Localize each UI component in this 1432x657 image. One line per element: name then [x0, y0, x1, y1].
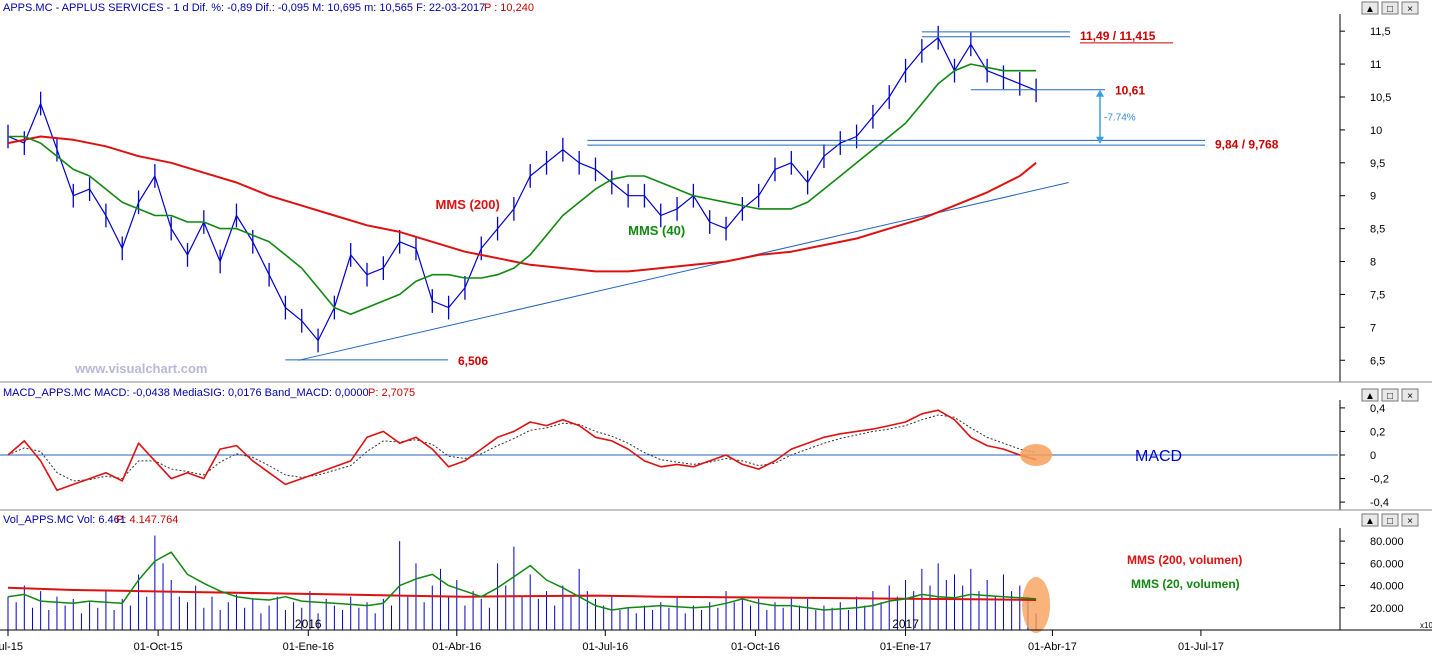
y-tick-label: 60.000: [1370, 558, 1404, 570]
macd-panel: -0,4 -0,2 0 0,2 0,4 MACD MACD_APPS.MC MACD: …: [0, 387, 1432, 511]
y-tick-label: 0,2: [1370, 426, 1385, 438]
volume-y-ticks: 20.000 40.000 60.000 80.000 x10: [1340, 536, 1432, 630]
level-label: 11,49 / 11,415: [1080, 29, 1156, 43]
macd-highlight: [1020, 444, 1053, 466]
range-arrow-head: [1096, 136, 1104, 144]
x-tick-label: 01-Ene-16: [283, 641, 334, 652]
volume-legend-200: MMS (200, volumen): [1127, 553, 1242, 567]
macd-plot-area: MACD: [0, 409, 1338, 492]
mms-40-line: [8, 63, 1037, 316]
volume-mms-200-line: [7, 586, 1037, 601]
y-tick-label: 9,5: [1370, 158, 1385, 170]
x-axis-ticks: Jul-15 01-Oct-15 01-Ene-16 01-Abr-16 01-Jul-…: [0, 617, 1224, 653]
window-button-glyph: □: [1387, 391, 1393, 402]
volume-header-last: P: 4.147.764: [116, 514, 178, 526]
volume-mms-20-line: [7, 551, 1037, 611]
window-button: [1401, 388, 1419, 402]
window-button-glyph: ▲: [1365, 4, 1375, 15]
window-button-glyph: ×: [1407, 516, 1413, 527]
y-tick-label: 7,5: [1370, 289, 1385, 301]
y-tick-label: 40.000: [1370, 581, 1404, 593]
level-label: 9,84 / 9,768: [1215, 137, 1279, 151]
y-tick-label: 0: [1370, 450, 1376, 462]
mms-200-line: [7, 135, 1037, 273]
y-tick-label: -0,4: [1370, 497, 1389, 509]
window-button-glyph: ▲: [1365, 516, 1375, 527]
y-tick-label: 80.000: [1370, 536, 1404, 548]
window-button-glyph: □: [1387, 516, 1393, 527]
x-tick-label: 01-Oct-16: [731, 641, 780, 652]
series-label: MMS (40): [628, 223, 685, 238]
macd-panel-title: MACD: [1135, 448, 1182, 465]
window-button: [1381, 1, 1399, 15]
volume-plot-area: MMS (200, volumen) MMS (20, volumen): [7, 535, 1242, 633]
y-tick-label: 11: [1370, 59, 1381, 71]
window-button: [1381, 388, 1399, 402]
window-button: [1401, 1, 1419, 15]
watermark: www.visualchart.com: [74, 361, 207, 376]
y-tick-label: 7: [1370, 322, 1376, 334]
year-mark: 2017: [892, 617, 919, 631]
y-tick-label: -0,2: [1370, 474, 1389, 486]
volume-header-title: Vol_APPS.MC Vol: 6.461: [3, 514, 126, 526]
y-tick-label: 10: [1370, 125, 1382, 137]
window-button-glyph: □: [1387, 4, 1393, 15]
macd-y-ticks: -0,4 -0,2 0 0,2 0,4: [1340, 403, 1389, 509]
y-tick-label: 6,5: [1370, 355, 1385, 367]
price-plot-area: 11,49 / 11,415 10,61 9,84 / 9,768 6,506 -7.7…: [7, 25, 1279, 368]
macd-signal-line: [7, 414, 1037, 482]
level-label: 6,506: [458, 354, 488, 368]
window-button: [1361, 388, 1379, 402]
price-y-ticks: 6,5 7 7,5 8 8,5 9 9,5 10 10,5 11 11,5: [1340, 26, 1391, 367]
volume-unit-label: x10: [1420, 621, 1432, 630]
window-button: [1361, 513, 1379, 527]
y-tick-label: 9: [1370, 191, 1376, 203]
x-tick-label: 01-Jul-17: [1178, 641, 1224, 652]
y-tick-label: 20.000: [1370, 603, 1404, 615]
window-button: [1381, 513, 1399, 527]
volume-legend-20: MMS (20, volumen): [1131, 577, 1240, 591]
y-tick-label: 8: [1370, 257, 1376, 269]
volume-panel: 20.000 40.000 60.000 80.000 x10 MMS (200, vo…: [3, 514, 1432, 633]
price-header-title: APPS.MC - APPLUS SERVICES - 1 d Dif. %: …: [3, 2, 485, 14]
window-buttons: ▲ □ × ▲ □ × ▲ □ ×: [1361, 1, 1419, 527]
x-tick-label: 01-Jul-16: [582, 641, 628, 652]
year-mark: 2016: [295, 617, 322, 631]
level-label: 10,61: [1115, 84, 1145, 98]
macd-header-title: MACD_APPS.MC MACD: -0,0438 MediaSIG: 0,0…: [3, 387, 369, 399]
series-label: MMS (200): [436, 197, 500, 212]
window-button: [1401, 513, 1419, 527]
macd-header-last: P: 2,7075: [368, 387, 415, 399]
x-tick-label: 01-Ene-17: [880, 641, 931, 652]
x-tick-label: Jul-15: [0, 641, 23, 652]
y-tick-label: 0,4: [1370, 403, 1385, 415]
macd-line: [7, 409, 1037, 492]
window-button-glyph: ×: [1407, 4, 1413, 15]
x-tick-label: 01-Abr-16: [432, 641, 481, 652]
x-tick-label: 01-Oct-15: [134, 641, 183, 652]
y-tick-label: 10,5: [1370, 92, 1391, 104]
volume-highlight: [1022, 577, 1051, 633]
range-percent-label: -7.74%: [1104, 113, 1136, 124]
price-panel: 6,5 7 7,5 8 8,5 9 9,5 10 10,5 11 11,5 11,49 / 11,4…: [0, 2, 1432, 383]
window-button: [1361, 1, 1379, 15]
window-button-glyph: ▲: [1365, 391, 1375, 402]
x-axis: Jul-15 01-Oct-15 01-Ene-16 01-Abr-16 01-Jul-…: [0, 617, 1432, 653]
x-tick-label: 01-Abr-17: [1028, 641, 1077, 652]
window-button-glyph: ×: [1407, 391, 1413, 402]
y-tick-label: 11,5: [1370, 26, 1391, 38]
range-arrow-head: [1096, 89, 1104, 97]
y-tick-label: 8,5: [1370, 224, 1385, 236]
trendline: [298, 182, 1069, 361]
price-header-last: P : 10,240: [484, 2, 534, 14]
price-line: [7, 37, 1037, 342]
